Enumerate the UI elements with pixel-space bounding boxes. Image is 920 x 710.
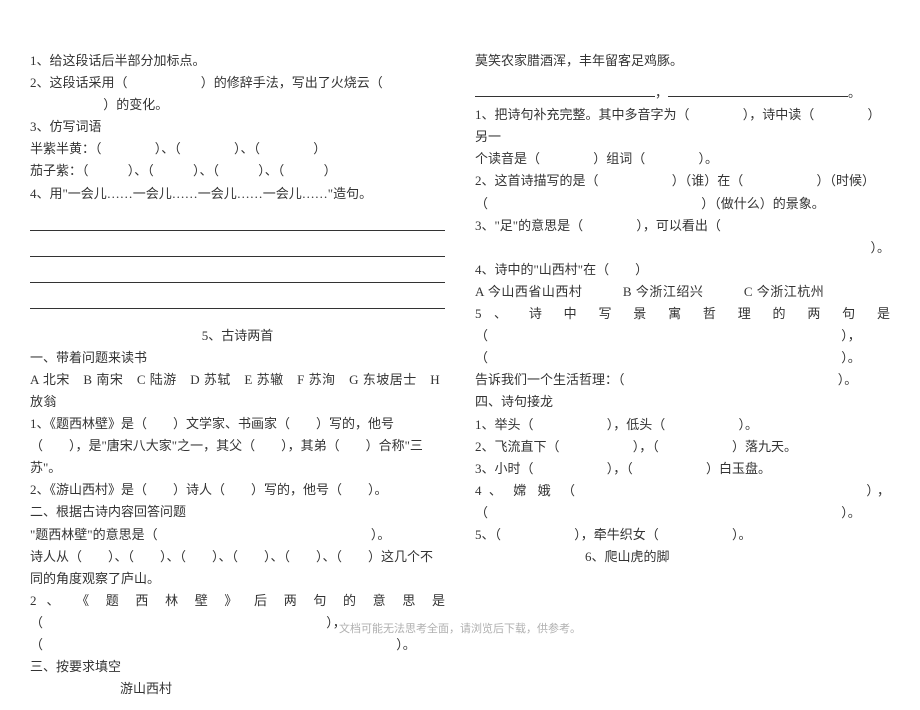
left-column: 1、给这段话后半部分加标点。 2、这段话采用（ ）的修辞手法，写出了火烧云（ ）… — [30, 50, 445, 700]
q3-row2: 茄子紫：（ ）、（ ）、（ ）、（ ） — [30, 160, 445, 182]
fill-line: ，。 — [475, 82, 890, 104]
r1b-row: 个读音是（ ）组词（ ）。 — [475, 148, 890, 170]
q4: 4、用"一会儿……一会儿……一会儿……一会儿……"造句。 — [30, 183, 445, 205]
r4: 4、诗中的"山西村"在（ ） — [475, 259, 890, 281]
r2b-row: （ ）（做什么）的景象。 — [475, 193, 890, 215]
sec4: 四、诗句接龙 — [475, 391, 890, 413]
sec3: 三、按要求填空 — [30, 656, 445, 678]
blank-line — [30, 293, 445, 309]
blank-line — [30, 241, 445, 257]
footer-note: 文档可能无法思考全面，请浏览后下载，供参考。 — [0, 620, 920, 639]
blank-line — [30, 267, 445, 283]
blank-line — [30, 215, 445, 231]
s2d: 2 、 《 题 西 林 壁 》 后 两 句 的 意 思 是 — [30, 590, 445, 612]
q2b: ）的修辞手法，写出了火烧云（ — [201, 75, 383, 90]
r5f-row: 告诉我们一个生活哲理：（ ）。 — [475, 369, 890, 391]
r3: 3、"足"的意思是（ ），可以看出（ — [475, 215, 890, 237]
poem-title: 游山西村 — [30, 678, 445, 700]
sec2: 二、根据古诗内容回答问题 — [30, 501, 445, 523]
q2a: 2、这段话采用（ — [30, 75, 128, 90]
q2c: ）的变化。 — [103, 97, 168, 112]
l1: 1、举头（ ），低头（ ）。 — [475, 414, 890, 436]
l4: 4 、 嫦 娥 （ ）， — [475, 480, 890, 502]
l2: 2、飞流直下（ ），（ ）落九天。 — [475, 436, 890, 458]
s1b: 2、《游山西村》是（ ）诗人（ ）写的，他号（ ）。 — [30, 479, 445, 501]
r5d-row: （ ）。 — [475, 347, 890, 369]
options: A 北宋 B 南宋 C 陆游 D 苏轼 E 苏辙 F 苏洵 G 东坡居士 H 放… — [30, 369, 445, 413]
q1: 1、给这段话后半部分加标点。 — [30, 50, 445, 72]
q3: 3、仿写词语 — [30, 116, 445, 138]
r4-opts: A 今山西省山西村 B 今浙江绍兴 C 今浙江杭州 — [475, 281, 890, 303]
l4b-row: （ ）。 — [475, 502, 890, 524]
section-title: 5、古诗两首 — [30, 325, 445, 347]
l3: 3、小时（ ），（ ）白玉盘。 — [475, 458, 890, 480]
r3c: ）。 — [475, 237, 890, 259]
s1a: 1、《题西林壁》是（ ）文学家、书画家（ ）写的，他号（ ），是"唐宋八大家"之… — [30, 413, 445, 479]
r1: 1、把诗句补充完整。其中多音字为（ ），诗中读（ ）另一 — [475, 104, 890, 148]
s2c: 诗人从（ ）、（ ）、（ ）、（ ）、（ ）、（ ）这几个不同的角度观察了庐山。 — [30, 546, 445, 590]
s2-row: "题西林壁"的意思是（ ）。 — [30, 524, 445, 546]
r2: 2、这首诗描写的是（ ）（谁）在（ ）（时候） — [475, 170, 890, 192]
right-column: 莫笑农家腊酒浑，丰年留客足鸡豚。 ，。 1、把诗句补充完整。其中多音字为（ ），… — [475, 50, 890, 700]
q3-row1: 半紫半黄：（ ）、（ ）、（ ） — [30, 138, 445, 160]
q2: 2、这段话采用（ ）的修辞手法，写出了火烧云（ ）的变化。 — [30, 72, 445, 116]
r5a: 5 、 诗 中 写 景 寓 哲 理 的 两 句 是 — [475, 303, 890, 325]
sec1: 一、带着问题来读书 — [30, 347, 445, 369]
l5: 5、（ ），牵牛织女（ ）。 — [475, 524, 890, 546]
r5b-row: （ ）， — [475, 325, 890, 347]
extra-title: 6、爬山虎的脚 — [475, 546, 890, 568]
poem-line: 莫笑农家腊酒浑，丰年留客足鸡豚。 — [475, 50, 890, 72]
